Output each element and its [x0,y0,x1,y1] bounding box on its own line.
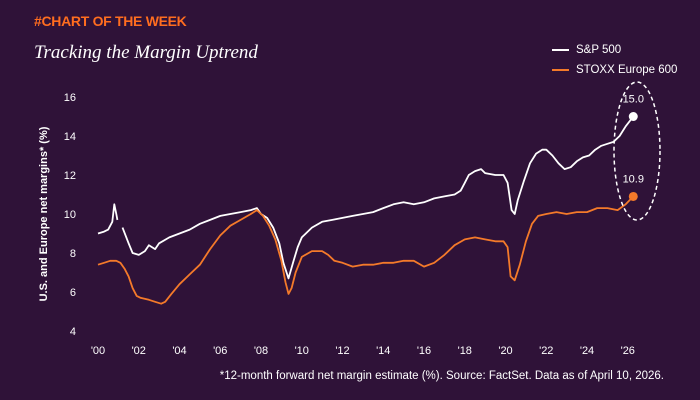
y-axis-label-group: U.S. and Europe net margins* (%) [38,126,50,301]
x-tick-label: '22 [539,345,553,357]
legend-swatch-stoxx [552,69,569,71]
x-tick-label: '08 [254,345,268,357]
y-tick-label: 12 [64,170,76,182]
sp500-line [97,203,119,235]
y-tick-label: 14 [64,131,76,143]
x-tick-label: '18 [458,345,472,357]
legend-item-stoxx: STOXX Europe 600 [552,60,677,80]
legend-label-sp500: S&P 500 [576,44,622,56]
legend-label-stoxx: STOXX Europe 600 [576,64,678,76]
y-tick-label: 4 [70,326,76,338]
chart-title: Tracking the Margin Uptrend [34,42,258,63]
x-tick-label: '24 [580,345,594,357]
y-tick-label: 8 [70,248,76,260]
y-tick-label: 16 [64,92,76,104]
y-tick-label: 6 [70,287,76,299]
legend: S&P 500 STOXX Europe 600 [552,40,677,80]
x-tick-label: '20 [498,345,512,357]
x-tick-label: '26 [621,345,635,357]
stoxx-end-marker [628,191,638,201]
chart-of-the-week-tag: #CHART OF THE WEEK [34,13,187,29]
y-tick-label: 10 [64,209,76,221]
x-tick-label: '06 [213,345,227,357]
stoxx-end-label: 10.9 [623,173,644,185]
x-tick-label: '12 [335,345,349,357]
legend-item-sp500: S&P 500 [552,40,677,60]
source-footnote: *12-month forward net margin estimate (%… [219,370,664,382]
sp500-line [121,115,635,280]
x-tick-label: '02 [132,345,146,357]
end-point-markers: 15.0 10.9 [623,94,644,201]
sp500-end-label: 15.0 [623,94,644,106]
x-tick-label: '10 [295,345,309,357]
highlight-ellipse [613,81,661,221]
x-axis-ticks: '00 '02 '04 '06 '08 '10 '12 '14 '16 '18 '20 '22 '24 '… [91,345,635,357]
series-lines [97,115,635,305]
y-axis-label: U.S. and Europe net margins* (%) [38,126,50,301]
stoxx-europe-600-line [97,195,634,305]
sp500-end-marker [628,112,638,121]
x-tick-label: '00 [91,345,105,357]
x-tick-label: '14 [376,345,390,357]
x-tick-label: '04 [172,345,186,357]
x-tick-label: '16 [417,345,431,357]
legend-swatch-sp500 [552,49,569,51]
y-axis-ticks: 4 6 8 10 12 14 16 [64,92,76,338]
